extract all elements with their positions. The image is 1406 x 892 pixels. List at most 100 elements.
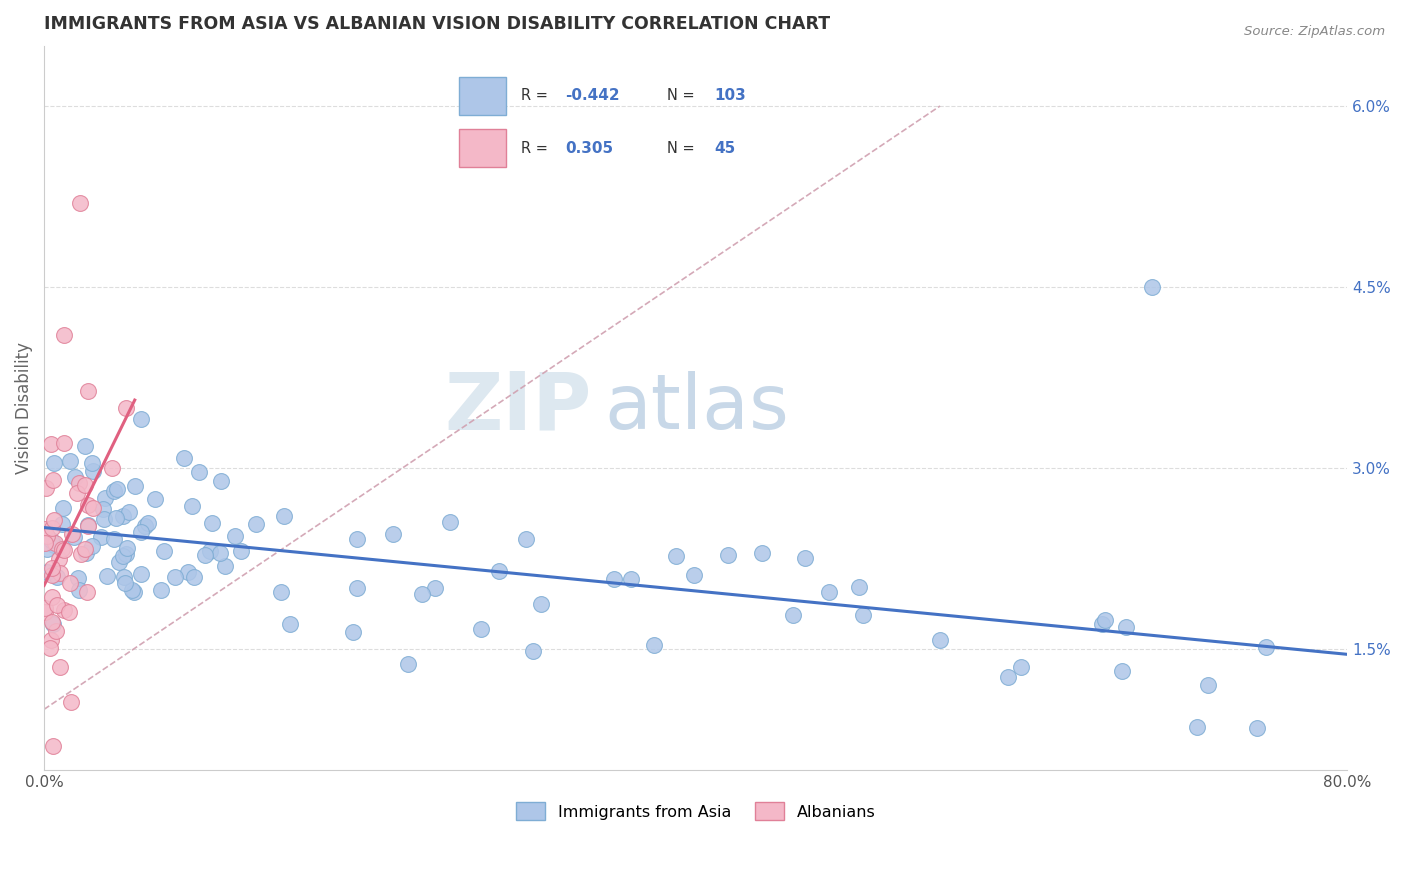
Point [75, 546, 97, 560]
Legend: Immigrants from Asia, Albanians: Immigrants from Asia, Albanians [510, 796, 882, 827]
Point [124, 584, 146, 599]
Point [41, 633, 63, 648]
Point [63, 530, 86, 544]
Point [136, 516, 159, 530]
Point [53, 436, 76, 450]
Point [52, 328, 75, 343]
Point [129, 412, 152, 426]
Point [77, 517, 100, 532]
Text: IMMIGRANTS FROM ASIA VS ALBANIAN VISION DISABILITY CORRELATION CHART: IMMIGRANTS FROM ASIA VS ALBANIAN VISION … [44, 15, 830, 33]
Point [93, 501, 115, 516]
Point [278, 617, 301, 632]
Point [73, 478, 96, 492]
Point [77, 519, 100, 533]
Point [82, 500, 104, 515]
Point [114, 576, 136, 591]
Point [117, 541, 139, 555]
Point [44, 456, 66, 470]
Point [794, 551, 817, 566]
Point [152, 544, 174, 558]
Point [52, 501, 75, 516]
Point [231, 543, 253, 558]
Point [346, 532, 368, 546]
Point [201, 516, 224, 530]
Point [34, 522, 56, 536]
Point [165, 570, 187, 584]
Point [488, 564, 510, 578]
Point [39, 437, 62, 451]
Point [118, 505, 141, 519]
Point [100, 460, 122, 475]
Point [46, 599, 69, 613]
Text: ZIP: ZIP [444, 368, 592, 447]
Point [270, 584, 292, 599]
Point [111, 508, 134, 523]
Point [1254, 640, 1277, 655]
Point [929, 633, 952, 648]
Point [396, 657, 419, 672]
Point [44, 513, 66, 527]
Point [66, 485, 89, 500]
Point [134, 518, 156, 533]
Point [82, 456, 104, 470]
Point [181, 500, 204, 514]
Point [1246, 721, 1268, 735]
Point [209, 474, 232, 488]
Point [1111, 664, 1133, 678]
Point [67, 583, 90, 598]
Point [105, 482, 128, 496]
Point [1140, 280, 1163, 294]
Point [717, 548, 740, 562]
Point [48, 552, 70, 566]
Point [997, 669, 1019, 683]
Point [423, 581, 446, 595]
Point [522, 643, 544, 657]
Point [183, 570, 205, 584]
Point [112, 570, 135, 584]
Point [1011, 660, 1033, 674]
Point [53, 603, 76, 617]
Point [188, 465, 211, 479]
Point [643, 639, 665, 653]
Point [69, 195, 91, 210]
Point [42, 739, 65, 753]
Point [59, 576, 82, 591]
Point [530, 598, 553, 612]
Point [38, 640, 60, 655]
Point [51, 517, 73, 532]
Point [51, 541, 73, 556]
Point [60, 695, 83, 709]
Point [37, 541, 59, 556]
Point [67, 475, 90, 490]
Point [42, 617, 65, 632]
Point [108, 555, 131, 569]
Point [104, 511, 127, 525]
Point [49, 566, 72, 581]
Point [209, 546, 232, 560]
Point [177, 566, 200, 580]
Point [439, 516, 461, 530]
Point [82, 464, 104, 478]
Text: atlas: atlas [605, 371, 789, 444]
Point [49, 660, 72, 674]
Point [41, 615, 63, 629]
Point [67, 571, 90, 585]
Point [96, 569, 118, 583]
Point [411, 587, 433, 601]
Point [34, 600, 56, 615]
Point [515, 533, 537, 547]
Point [848, 580, 870, 594]
Point [751, 546, 773, 560]
Point [150, 582, 173, 597]
Point [346, 581, 368, 595]
Point [1091, 617, 1114, 632]
Point [103, 484, 125, 499]
Point [342, 624, 364, 639]
Point [224, 528, 246, 542]
Point [1094, 613, 1116, 627]
Point [665, 549, 688, 563]
Point [73, 439, 96, 453]
Point [39, 533, 62, 547]
Point [103, 532, 125, 546]
Point [173, 451, 195, 466]
